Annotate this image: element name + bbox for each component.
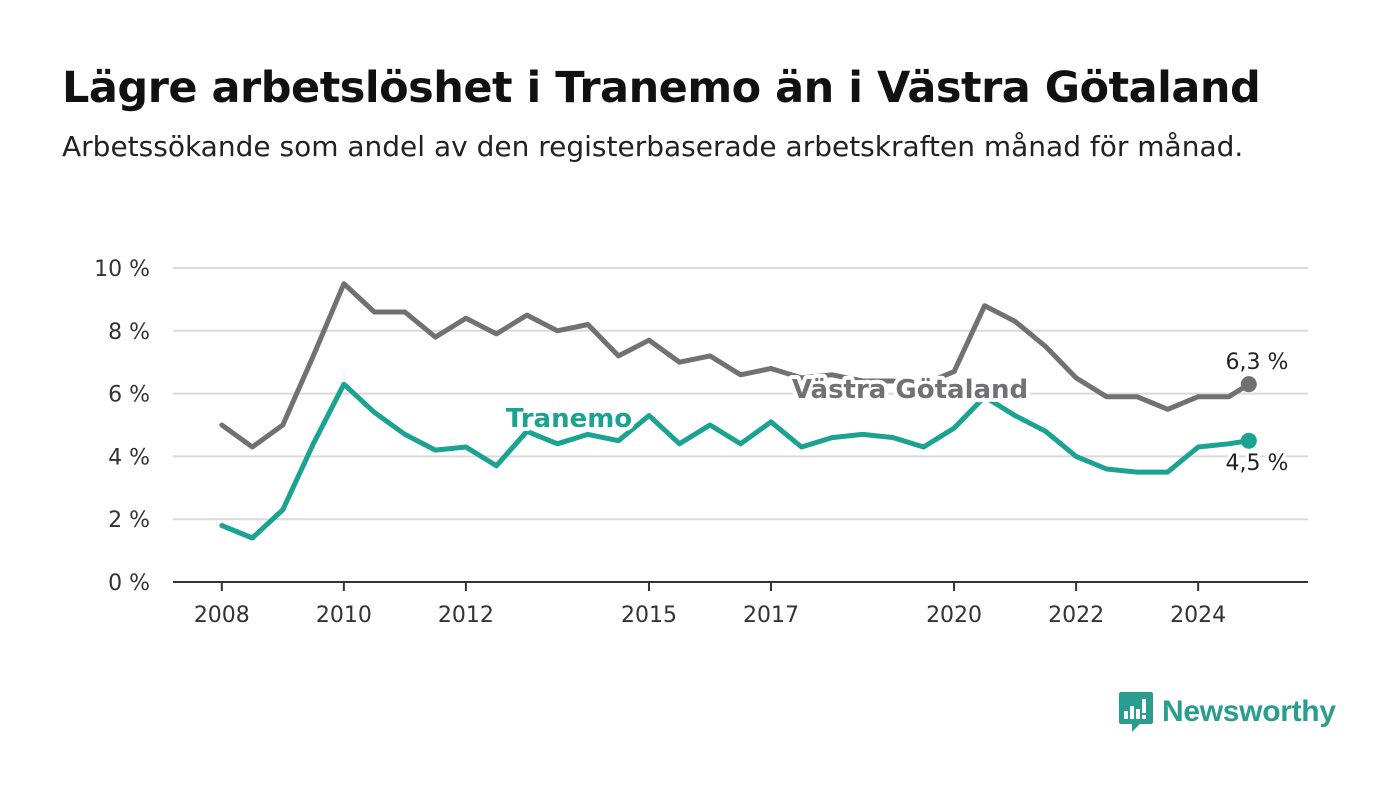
newsworthy-bar-chart-icon	[1119, 692, 1153, 732]
gridlines	[173, 267, 1308, 521]
x-tick-label: 2024	[1170, 603, 1226, 628]
axes: 0 % 2 % 4 % 6 % 8 % 10 % 2008 2010 2012 2015 2017 2…	[94, 257, 1308, 628]
x-tick-label: 2008	[194, 603, 250, 628]
chart-title: Lägre arbetslöshet i Tranemo än i Västra…	[62, 63, 1261, 113]
x-tick-label: 2022	[1048, 603, 1104, 628]
y-tick-label: 0 %	[108, 571, 150, 596]
series-end-point-1	[1240, 432, 1257, 449]
brand-name: Newsworthy	[1162, 695, 1336, 728]
x-tick-label: 2015	[621, 603, 677, 628]
y-tick-label: 8 %	[108, 320, 150, 345]
series-end-label-0: 6,3 %	[1226, 350, 1289, 375]
x-tick-label: 2010	[316, 603, 372, 628]
y-tick-label: 6 %	[108, 383, 150, 408]
series-name-label-1: Tranemo	[506, 404, 632, 434]
series-line-0	[219, 281, 1252, 450]
series-end-label-1: 4,5 %	[1226, 451, 1289, 476]
chart-subtitle: Arbetssökande som andel av den registerb…	[62, 130, 1244, 163]
series-labels: Västra Götaland Tranemo 6,3 % 4,5 %	[502, 347, 1292, 479]
series-name-label-0: Västra Götaland	[792, 375, 1028, 405]
y-tick-label: 10 %	[94, 257, 150, 282]
series-line-1	[219, 381, 1252, 541]
x-tick-label: 2017	[743, 603, 799, 628]
y-tick-label: 4 %	[108, 445, 150, 470]
x-tick-label: 2012	[438, 603, 494, 628]
x-tick-label: 2020	[926, 603, 982, 628]
series-end-point-0	[1240, 376, 1257, 393]
newsworthy-logo: Newsworthy	[1118, 690, 1336, 734]
y-tick-label: 2 %	[108, 508, 150, 533]
series-lines	[219, 281, 1257, 541]
